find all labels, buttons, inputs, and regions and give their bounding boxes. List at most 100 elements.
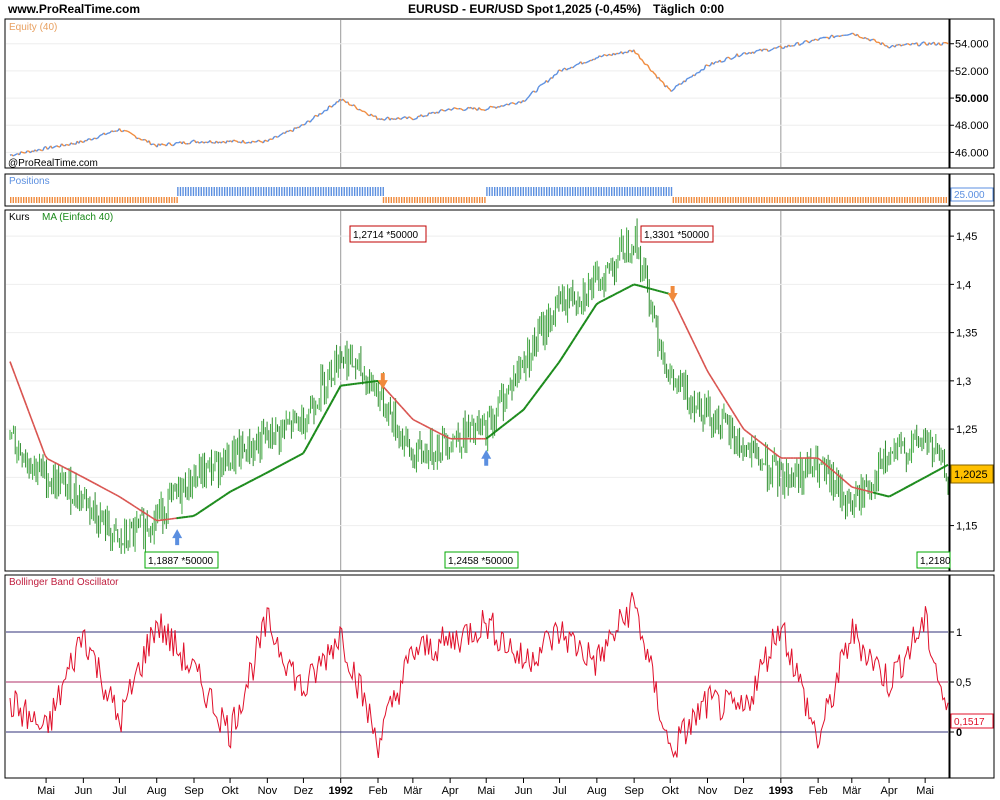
price-annotation-box [640,225,714,243]
ma-segment [9,361,14,369]
equity-tick-label: 50.000 [955,93,989,105]
ma-segment [405,411,410,416]
position-bar [395,197,398,203]
ma-segment [938,467,942,471]
ma-segment [926,474,930,478]
position-bar [145,197,147,203]
position-bar [854,197,857,203]
ma-segment [398,403,403,408]
equity-segment [772,47,775,50]
position-bar [709,197,711,203]
ma-segment [276,465,281,469]
position-bar [839,197,841,203]
ma-segment [206,504,210,509]
equity-segment [428,112,431,115]
position-bar [385,197,387,203]
equity-segment [408,116,411,119]
ma-segment [197,511,201,515]
position-bar [153,197,155,203]
price-annotation-label: 1,2458 *50000 [448,556,514,567]
equity-segment [897,43,900,46]
equity-segment [137,137,140,140]
position-bar [30,197,33,203]
ma-segment [204,506,208,510]
ma-segment [501,423,506,427]
equity-segment [36,149,39,152]
position-bar [340,187,343,196]
position-bar [88,197,90,203]
position-bar [585,187,587,196]
ma-segment [529,396,534,401]
x-tick-label: Apr [881,785,898,797]
position-bar [781,197,784,203]
equity-segment [354,106,358,110]
position-bar [904,197,906,203]
ma-segment [621,288,625,292]
equity-segment [326,105,330,111]
ma-segment [108,490,112,493]
ma-segment [330,398,335,404]
equity-segment [694,73,697,77]
position-bar [296,187,299,196]
ma-segment [124,499,128,503]
position-bar [270,187,273,196]
position-bar [859,197,862,203]
equity-segment [248,141,252,144]
position-bar [917,197,919,203]
position-bar [520,187,522,196]
ma-segment [133,505,138,509]
position-bar [244,187,247,196]
equity-segment [706,64,710,67]
equity-segment [215,140,219,144]
position-bar [85,197,87,203]
position-bar [891,197,893,203]
equity-segment [233,139,236,142]
position-bar [192,187,195,196]
ma-segment [504,421,508,426]
position-bar [722,197,724,203]
position-bar [374,187,377,196]
equity-segment [97,136,100,139]
position-bar [106,197,108,203]
position-bar [569,187,571,196]
position-bar [393,197,395,203]
equity-segment [39,148,42,152]
position-bar [553,187,556,196]
equity-segment [658,77,661,81]
equity-segment [182,141,186,145]
ma-segment [403,409,407,413]
position-bar [447,197,450,203]
ma-segment [155,519,158,522]
x-tick-label: Aug [587,785,607,797]
position-bar [108,197,111,203]
equity-segment [278,134,281,137]
equity-segment [103,132,106,136]
equity-segment [94,137,97,140]
site-name[interactable]: www.ProRealTime.com [7,2,140,16]
equity-segment [126,130,130,133]
position-bar [468,197,470,203]
position-bar [59,197,61,203]
equity-segment [64,143,67,147]
x-tick-label: 1992 [328,785,352,797]
equity-segment [536,86,540,92]
ma-segment [227,490,231,494]
bbo-y-axis: 00,51 [950,627,971,739]
ma-segment [586,314,591,320]
ma-segment [567,344,572,349]
equity-segment [380,118,383,121]
ma-segment [914,480,918,484]
equity-segment [512,102,516,105]
position-bar [595,187,597,196]
position-bar [476,197,478,203]
ma-segment [281,462,285,466]
equity-segment [344,100,347,104]
ma-segment [851,486,855,489]
equity-segment [908,43,911,46]
equity-segment [56,145,59,148]
ma-segment [705,368,710,374]
ma-segment [605,297,609,301]
equity-segment [666,85,669,89]
equity-segment [763,48,766,51]
equity-segment [105,133,108,136]
